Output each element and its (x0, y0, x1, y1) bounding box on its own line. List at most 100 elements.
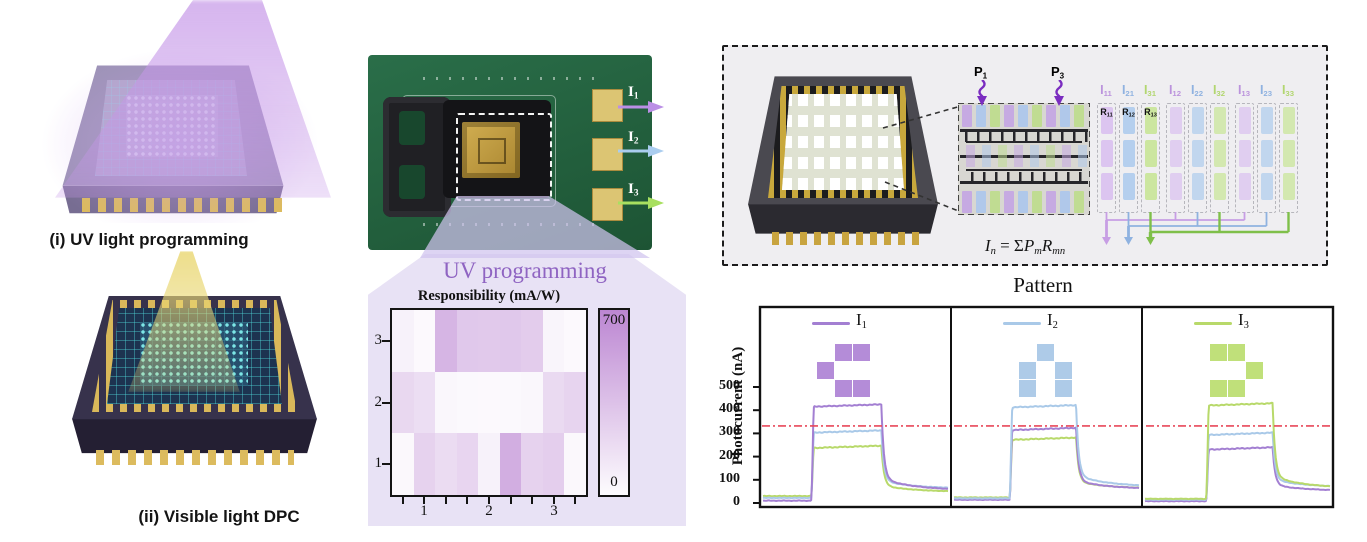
photocurrent-ytick-label: 500 (719, 378, 740, 393)
matrix-header: I31 (1143, 83, 1157, 99)
pattern-title: Pattern (1013, 273, 1073, 297)
uv-chip-sensor-array (126, 95, 218, 157)
matrix-column (1119, 103, 1138, 213)
pattern-pixel (853, 344, 870, 361)
matrix-cell (1100, 107, 1113, 134)
vis-chip-sensor-array (140, 322, 248, 386)
input-p3-label: P3 (1051, 64, 1065, 81)
pattern-pixel (835, 380, 852, 397)
matrix-cell (1191, 173, 1204, 200)
heatmap-cell (456, 371, 479, 434)
pattern-pixel (817, 380, 834, 397)
heatmap-colorbar (598, 308, 630, 497)
r-label: R13 (1144, 107, 1157, 119)
legend-label-i3: I3 (1238, 310, 1249, 331)
heatmap-cell (521, 433, 543, 495)
photocurrent-ytick-label: 200 (719, 447, 740, 463)
socketed-chip (462, 122, 520, 178)
heatmap-cell (542, 310, 565, 372)
socket-lid (383, 97, 451, 217)
socket-lid-slot (399, 165, 425, 199)
matrix-cell (1144, 140, 1157, 167)
photocurrent-ytick-label: 400 (719, 401, 740, 417)
pcb-output-label-1: I1 (628, 84, 639, 102)
matrix-header: I22 (1190, 83, 1204, 99)
matrix-cell (1238, 173, 1251, 200)
heatmap-cell (564, 371, 586, 434)
pcb-pads-row-top (423, 77, 603, 80)
matrix-cell (1122, 140, 1135, 167)
array-chip-pins (772, 232, 920, 245)
heatmap-ylabel-3: 3 (374, 332, 383, 348)
heatmap-cell (478, 310, 500, 372)
matrix-cell (1213, 173, 1226, 200)
matrix-cell (1169, 107, 1182, 134)
heatmap-ytick (382, 340, 390, 342)
heatmap-xtick (487, 497, 490, 504)
pattern-pixel (1210, 380, 1227, 397)
matrix-header: I23 (1259, 83, 1273, 99)
matrix-routing-lines (1102, 212, 1290, 245)
array-chip-die (782, 94, 904, 190)
heatmap-cell (521, 310, 543, 372)
heatmap-cell (456, 433, 479, 495)
matrix-column (1257, 103, 1276, 213)
heatmap-xlabel-2: 2 (485, 503, 493, 519)
heatmap-cell (413, 371, 436, 434)
pattern-pixel (1037, 362, 1054, 379)
chip-highlight-dashed-box (456, 113, 552, 201)
matrix-cell (1122, 107, 1135, 134)
legend-line-i1 (812, 322, 850, 325)
matrix-cell (1282, 140, 1295, 167)
matrix-header: I11 (1100, 83, 1112, 99)
pattern-inset-2 (1019, 344, 1072, 397)
pattern-pixel (1019, 380, 1036, 397)
matrix-column (1188, 103, 1207, 213)
output-pad-2 (592, 138, 623, 171)
matrix-cell (1144, 173, 1157, 200)
heatmap-cell (542, 371, 565, 434)
heatmap-cell (521, 371, 543, 434)
heatmap-cell (392, 433, 414, 495)
heatmap-cell (499, 310, 522, 372)
pcb-output-label-3: I3 (628, 181, 639, 199)
matrix-cell (1238, 140, 1251, 167)
socketed-chip-die (478, 138, 506, 164)
heatmap-cell (542, 433, 565, 495)
matrix-cell (1213, 140, 1226, 167)
responsivity-matrix-schematic: I11R11I21R12I31R13I12I22I32I13I23I33I1I2… (1097, 83, 1307, 343)
heatmap-xtick (552, 497, 555, 504)
heatmap-cell (435, 433, 457, 495)
legend-line-i3 (1194, 322, 1232, 325)
heatmap-cell (435, 371, 457, 434)
heatmap-xtick (423, 497, 426, 504)
heatmap-cell (478, 371, 500, 434)
matrix-cell (1169, 140, 1182, 167)
vis-chip-caption: (ii) Visible light DPC (138, 507, 300, 526)
input-p1-label: P1 (974, 64, 988, 81)
matrix-column (1097, 103, 1116, 213)
pattern-pixel (1055, 380, 1072, 397)
heatmap-xtick (509, 497, 512, 504)
matrix-column (1166, 103, 1185, 213)
photon-arrows (977, 80, 1064, 106)
pattern-pixel (1246, 380, 1263, 397)
heatmap-xtick (574, 497, 577, 504)
photocurrent-ytick-label: 0 (733, 494, 740, 509)
matrix-cell (1213, 107, 1226, 134)
heatmap-cell (413, 310, 436, 372)
matrix-column (1141, 103, 1160, 213)
responsivity-heatmap (390, 308, 588, 497)
matrix-cell (1260, 140, 1273, 167)
pattern-pixel (1055, 362, 1072, 379)
heatmap-cell (564, 310, 586, 372)
matrix-cell (1260, 173, 1273, 200)
heatmap-xtick (466, 497, 469, 504)
matrix-cell (1100, 140, 1113, 167)
matrix-cell (1282, 173, 1295, 200)
weighted-sum-formula: In = ΣPmRmn (984, 236, 1066, 257)
matrix-cell (1191, 140, 1204, 167)
matrix-cell (1260, 107, 1273, 134)
pattern-pixel (1055, 344, 1072, 361)
